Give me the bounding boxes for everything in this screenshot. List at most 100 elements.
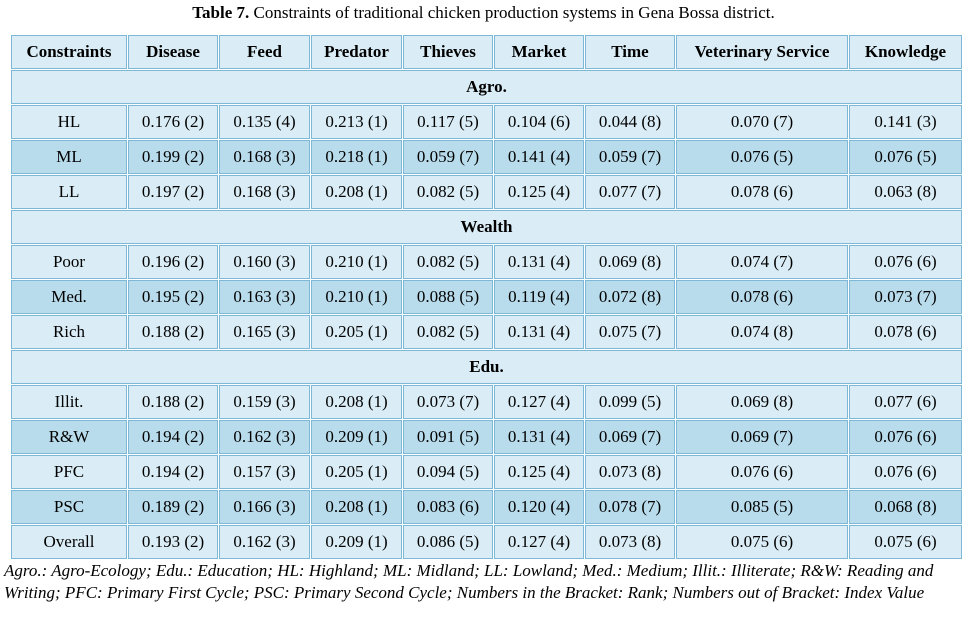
table-cell: 0.208 (1) [310,174,403,210]
row-label: Med. [10,279,128,315]
table-cell: 0.205 (1) [310,454,403,490]
table-cell: 0.070 (7) [675,104,849,140]
table-cell: 0.131 (4) [493,244,585,280]
table-row: PSC 0.189 (2) 0.166 (3) 0.208 (1) 0.083 (6) 0… [10,489,963,525]
table-cell: 0.076 (6) [848,419,963,455]
table-footnote: Agro.: Agro-Ecology; Edu.: Education; HL… [4,561,934,602]
caption-label: Table 7. [192,3,250,22]
header-cell: Knowledge [848,34,963,70]
table-row: PFC 0.194 (2) 0.157 (3) 0.205 (1) 0.094 (5) 0… [10,454,963,490]
table-row: Poor 0.196 (2) 0.160 (3) 0.210 (1) 0.082 (5)… [10,244,963,280]
table-cell: 0.199 (2) [127,139,219,175]
table-cell: 0.063 (8) [848,174,963,210]
table-cell: 0.076 (5) [675,139,849,175]
table-cell: 0.078 (6) [848,314,963,350]
table-row: HL 0.176 (2) 0.135 (4) 0.213 (1) 0.117 (5) 0.… [10,104,963,140]
header-cell: Predator [310,34,403,70]
table-cell: 0.078 (7) [584,489,676,525]
table-cell: 0.076 (6) [675,454,849,490]
table-cell: 0.069 (7) [584,419,676,455]
table-cell: 0.131 (4) [493,419,585,455]
section-row: Wealth [10,209,963,245]
header-cell: Constraints [10,34,128,70]
table-cell: 0.168 (3) [218,139,311,175]
header-cell: Time [584,34,676,70]
table-cell: 0.218 (1) [310,139,403,175]
table-cell: 0.197 (2) [127,174,219,210]
table-row: R&W 0.194 (2) 0.162 (3) 0.209 (1) 0.091 (5) 0… [10,419,963,455]
table-cell: 0.209 (1) [310,419,403,455]
table-row: Illit. 0.188 (2) 0.159 (3) 0.208 (1) 0.073 (… [10,384,963,420]
table-row: LL 0.197 (2) 0.168 (3) 0.208 (1) 0.082 (5) 0.… [10,174,963,210]
table-cell: 0.068 (8) [848,489,963,525]
row-label: Overall [10,524,128,560]
table-row: Med. 0.195 (2) 0.163 (3) 0.210 (1) 0.088 (5)… [10,279,963,315]
table-cell: 0.195 (2) [127,279,219,315]
table-cell: 0.208 (1) [310,384,403,420]
table-cell: 0.073 (8) [584,454,676,490]
table-cell: 0.125 (4) [493,174,585,210]
header-cell: Disease [127,34,219,70]
table-cell: 0.208 (1) [310,489,403,525]
table-cell: 0.077 (6) [848,384,963,420]
header-cell: Market [493,34,585,70]
table-cell: 0.059 (7) [584,139,676,175]
table-cell: 0.075 (6) [848,524,963,560]
table-cell: 0.059 (7) [402,139,494,175]
row-label: LL [10,174,128,210]
table-cell: 0.073 (7) [848,279,963,315]
table-cell: 0.189 (2) [127,489,219,525]
row-label: PSC [10,489,128,525]
table-cell: 0.157 (3) [218,454,311,490]
header-cell: Feed [218,34,311,70]
header-cell: Veterinary Service [675,34,849,70]
table-cell: 0.082 (5) [402,174,494,210]
table-cell: 0.176 (2) [127,104,219,140]
table-cell: 0.162 (3) [218,524,311,560]
table-cell: 0.165 (3) [218,314,311,350]
row-label: ML [10,139,128,175]
table-cell: 0.085 (5) [675,489,849,525]
table-cell: 0.078 (6) [675,279,849,315]
table-cell: 0.127 (4) [493,524,585,560]
table-cell: 0.209 (1) [310,524,403,560]
table-cell: 0.044 (8) [584,104,676,140]
table-cell: 0.213 (1) [310,104,403,140]
table-row: Overall 0.193 (2) 0.162 (3) 0.209 (1) 0.086 … [10,524,963,560]
table-body: Agro. HL 0.176 (2) 0.135 (4) 0.213 (1) 0.117 … [10,69,963,560]
table-cell: 0.073 (7) [402,384,494,420]
table-cell: 0.086 (5) [402,524,494,560]
table-cell: 0.083 (6) [402,489,494,525]
table-cell: 0.078 (6) [675,174,849,210]
table-cell: 0.094 (5) [402,454,494,490]
table-cell: 0.160 (3) [218,244,311,280]
table-cell: 0.188 (2) [127,314,219,350]
table-cell: 0.120 (4) [493,489,585,525]
table-cell: 0.162 (3) [218,419,311,455]
table-cell: 0.073 (8) [584,524,676,560]
table-cell: 0.069 (8) [584,244,676,280]
row-label: Rich [10,314,128,350]
table-cell: 0.074 (7) [675,244,849,280]
section-title: Edu. [10,349,963,385]
table-cell: 0.168 (3) [218,174,311,210]
table-cell: 0.069 (7) [675,419,849,455]
row-label: R&W [10,419,128,455]
row-label: HL [10,104,128,140]
table-cell: 0.188 (2) [127,384,219,420]
constraints-table: Constraints Disease Feed Predator Thieve… [10,34,963,560]
section-row: Agro. [10,69,963,105]
table-cell: 0.076 (5) [848,139,963,175]
table-cell: 0.082 (5) [402,244,494,280]
table-cell: 0.076 (6) [848,244,963,280]
header-row: Constraints Disease Feed Predator Thieve… [10,34,963,70]
table-cell: 0.119 (4) [493,279,585,315]
table-caption: Table 7. Constraints of traditional chic… [0,3,967,23]
table-cell: 0.074 (8) [675,314,849,350]
table-cell: 0.163 (3) [218,279,311,315]
table-cell: 0.141 (4) [493,139,585,175]
table-cell: 0.135 (4) [218,104,311,140]
table-row: ML 0.199 (2) 0.168 (3) 0.218 (1) 0.059 (7) 0.… [10,139,963,175]
table-cell: 0.117 (5) [402,104,494,140]
row-label: Illit. [10,384,128,420]
